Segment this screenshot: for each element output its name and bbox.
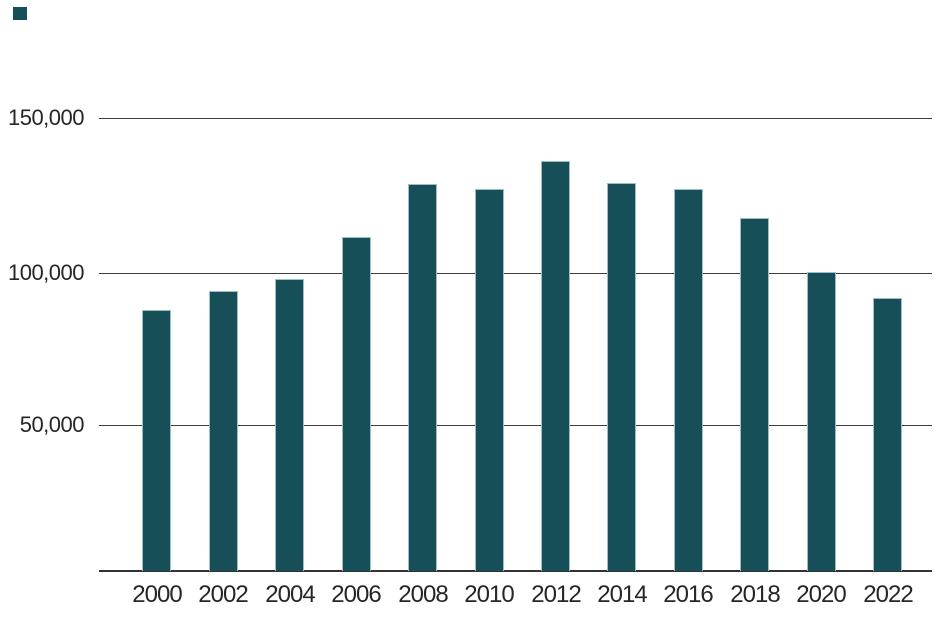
x-axis-tick-label: 2002: [198, 581, 248, 608]
y-axis-tick-label: 100,000: [7, 260, 85, 285]
bar: [342, 237, 371, 571]
bar: [209, 291, 238, 571]
x-axis-tick-label: 2010: [464, 581, 514, 608]
bar: [408, 184, 437, 571]
x-axis-tick-label: 2004: [265, 581, 315, 608]
bar: [275, 279, 304, 571]
bar: [674, 189, 703, 571]
gridline: [99, 273, 932, 274]
bar: [475, 189, 504, 571]
bar: [541, 161, 570, 571]
x-axis-tick-label: 2022: [863, 581, 913, 608]
x-axis-tick-label: 2008: [398, 581, 448, 608]
bar: [873, 298, 902, 571]
y-axis-tick-label: 150,000: [7, 105, 85, 130]
bar: [807, 272, 836, 571]
bar: [607, 183, 636, 571]
y-axis-tick-label: 50,000: [19, 412, 85, 437]
gridline: [99, 118, 932, 119]
x-axis-tick-label: 2018: [730, 581, 780, 608]
x-axis-tick-label: 2016: [663, 581, 713, 608]
bar: [142, 310, 171, 571]
x-axis-tick-label: 2000: [132, 581, 182, 608]
x-axis-tick-label: 2012: [531, 581, 581, 608]
x-axis-tick-label: 2020: [796, 581, 846, 608]
gridline: [99, 425, 932, 426]
series-color-swatch: [13, 7, 27, 20]
bar: [740, 218, 769, 571]
x-axis-line: [99, 570, 932, 572]
x-axis-tick-label: 2014: [597, 581, 647, 608]
x-axis-tick-label: 2006: [331, 581, 381, 608]
